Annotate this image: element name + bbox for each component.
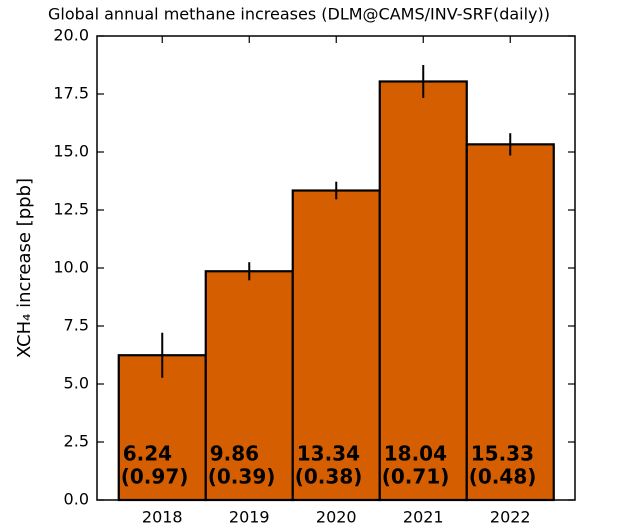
error-label: (0.97) (121, 465, 189, 489)
error-label: (0.71) (382, 465, 450, 489)
value-label: 6.24 (123, 442, 172, 466)
y-axis-label: XCH₄ increase [ppb] (14, 178, 35, 358)
y-tick-label: 7.5 (64, 316, 89, 335)
y-tick-label: 5.0 (64, 374, 89, 393)
y-tick-label: 0.0 (64, 490, 89, 509)
value-label: 18.04 (384, 442, 447, 466)
x-tick-label: 2019 (229, 508, 270, 527)
x-tick-label: 2021 (403, 508, 444, 527)
value-label: 9.86 (210, 442, 259, 466)
y-tick-label: 2.5 (64, 432, 89, 451)
y-tick-label: 15.0 (53, 142, 89, 161)
y-tick-label: 12.5 (53, 200, 89, 219)
y-tick-label: 17.5 (53, 84, 89, 103)
bar (117, 354, 207, 502)
error-label: (0.38) (295, 465, 363, 489)
x-tick-label: 2018 (142, 508, 183, 527)
y-tick-label: 10.0 (53, 258, 89, 277)
chart-title: Global annual methane increases (DLM@CAM… (48, 5, 550, 24)
value-label: 13.34 (297, 442, 360, 466)
plot-frame (96, 35, 576, 501)
value-label: 15.33 (471, 442, 534, 466)
error-label: (0.39) (208, 465, 276, 489)
x-tick-label: 2020 (316, 508, 357, 527)
bar (204, 270, 294, 502)
bar (378, 80, 468, 502)
x-tick-label: 2022 (490, 508, 531, 527)
error-label: (0.48) (469, 465, 537, 489)
bar (465, 143, 555, 502)
y-tick-label: 20.0 (53, 26, 89, 45)
